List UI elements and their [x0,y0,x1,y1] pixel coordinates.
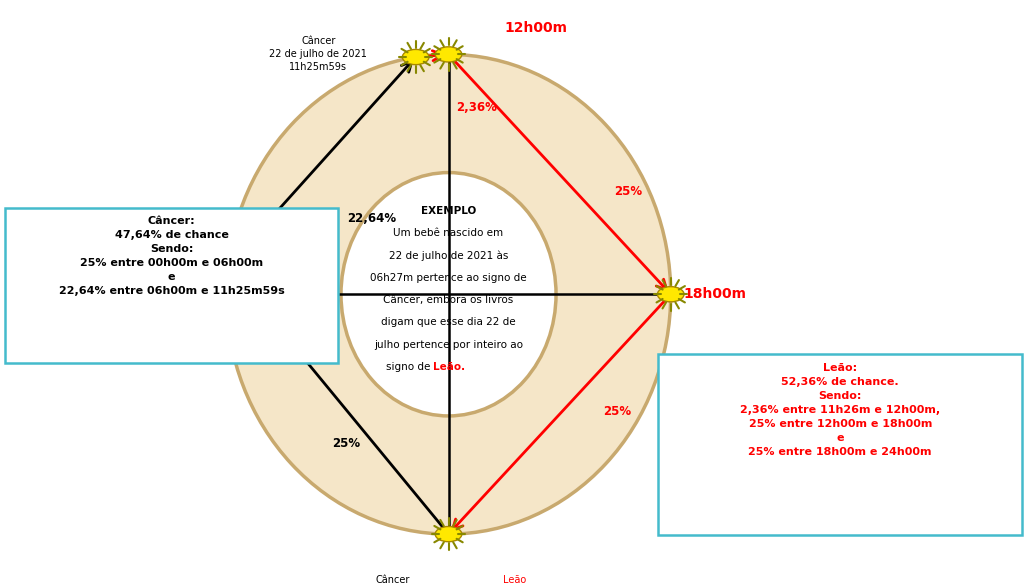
Ellipse shape [341,173,556,416]
Circle shape [213,287,240,302]
Text: 22 de julho de 2021 às: 22 de julho de 2021 às [389,250,508,261]
Text: 06h27m pertence ao signo de: 06h27m pertence ao signo de [371,273,526,283]
Text: 25%: 25% [332,437,360,450]
Text: 2,36%: 2,36% [456,101,497,113]
Text: 18h00m: 18h00m [683,287,746,301]
Ellipse shape [226,54,671,534]
Text: Leão:
52,36% de chance.
Sendo:
2,36% entre 11h26m e 12h00m,
25% entre 12h00m e 1: Leão: 52,36% de chance. Sendo: 2,36% ent… [740,363,940,457]
Text: 25%: 25% [603,405,632,418]
Text: Câncer, embora os livros: Câncer, embora os livros [383,295,514,305]
Text: 06h27m: 06h27m [201,224,245,234]
Text: signo de: signo de [385,362,433,372]
Text: 22,64%: 22,64% [347,212,396,225]
Text: Câncer
22 de julho de 2021
11h25m59s: Câncer 22 de julho de 2021 11h25m59s [269,36,368,73]
Text: Câncer
22 de julho de 2021
00h00m00s: Câncer 22 de julho de 2021 00h00m00s [343,575,441,585]
Text: 06h00m: 06h00m [152,287,214,301]
Text: 25%: 25% [613,185,642,198]
Text: julho pertence por inteiro ao: julho pertence por inteiro ao [374,339,523,350]
Text: Câncer:
47,64% de chance
Sendo:
25% entre 00h00m e 06h00m
e
22,64% entre 06h00m : Câncer: 47,64% de chance Sendo: 25% entr… [58,216,285,297]
Text: Leão
22 de julho de 2021
24h00m00s: Leão 22 de julho de 2021 24h00m00s [466,575,564,585]
Text: EXEMPLO: EXEMPLO [421,206,476,216]
Circle shape [435,47,462,62]
Circle shape [402,50,429,65]
Text: 12h00m: 12h00m [505,21,568,35]
Circle shape [435,526,462,542]
Text: Leão.: Leão. [433,362,465,372]
Circle shape [657,287,684,302]
Circle shape [215,259,242,274]
FancyBboxPatch shape [658,354,1022,535]
Text: Um bebê nascido em: Um bebê nascido em [393,228,504,239]
Text: digam que esse dia 22 de: digam que esse dia 22 de [381,317,516,328]
FancyBboxPatch shape [5,208,338,363]
